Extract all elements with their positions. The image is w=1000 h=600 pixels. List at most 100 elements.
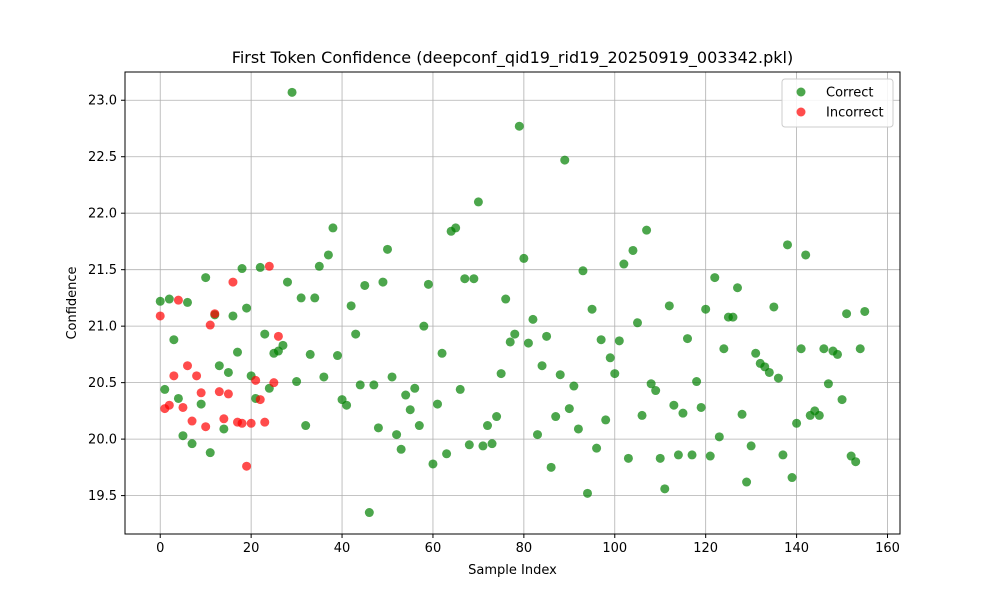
legend-marker-correct [796, 87, 806, 97]
legend-label-correct: Correct [826, 86, 873, 101]
point-correct [401, 390, 411, 400]
x-tick-label: 20 [243, 541, 260, 556]
plot-area-frame [124, 71, 901, 535]
point-incorrect [187, 416, 197, 426]
point-incorrect [255, 395, 265, 405]
point-correct [528, 314, 538, 324]
x-tick-label: 140 [784, 541, 809, 556]
point-incorrect [246, 418, 256, 428]
point-correct [173, 393, 183, 403]
point-incorrect [205, 320, 215, 330]
y-tick-label: 22.5 [88, 150, 117, 165]
point-correct [651, 386, 661, 396]
point-correct [628, 245, 638, 255]
point-correct [383, 244, 392, 254]
point-incorrect [178, 402, 188, 412]
point-correct [664, 301, 674, 311]
point-correct [555, 370, 565, 380]
point-correct [437, 348, 447, 358]
point-correct [292, 377, 302, 387]
point-correct [519, 253, 529, 263]
point-correct [464, 440, 474, 450]
point-correct [546, 462, 556, 472]
point-correct [301, 421, 311, 431]
point-correct [573, 424, 583, 434]
point-correct [387, 372, 397, 382]
point-correct [783, 240, 792, 250]
point-correct [487, 439, 497, 449]
point-correct [642, 225, 652, 235]
point-incorrect [219, 414, 229, 424]
series-correct [155, 87, 870, 518]
point-correct [746, 441, 756, 451]
point-incorrect [228, 277, 238, 287]
point-correct [619, 259, 629, 269]
point-correct [496, 369, 506, 379]
point-correct [205, 448, 215, 458]
point-correct [373, 423, 383, 433]
point-incorrect [201, 422, 211, 432]
point-correct [855, 344, 865, 354]
point-incorrect [173, 295, 183, 305]
point-correct [451, 223, 461, 233]
point-incorrect [164, 400, 174, 410]
point-correct [814, 410, 824, 420]
x-tick-label: 160 [875, 541, 900, 556]
point-correct [742, 477, 752, 487]
point-correct [792, 418, 802, 428]
point-correct [705, 451, 715, 461]
point-incorrect [260, 417, 270, 427]
point-correct [655, 453, 665, 463]
axis-ticks: 0 20 40 60 80 100 120 140 160 19.5 20.0 20.5 21.0 21.… [88, 94, 900, 556]
point-correct [351, 329, 361, 339]
point-correct [837, 395, 847, 405]
point-correct [442, 449, 452, 459]
point-incorrect [269, 378, 279, 388]
point-correct [328, 223, 338, 233]
point-correct [178, 431, 188, 441]
point-correct [637, 410, 647, 420]
point-correct [583, 488, 592, 498]
point-correct [201, 273, 211, 283]
point-correct [842, 309, 852, 319]
point-correct [701, 304, 711, 314]
legend-label-incorrect: Incorrect [826, 106, 884, 121]
point-correct [660, 484, 670, 494]
series-incorrect [155, 261, 283, 471]
point-incorrect [192, 371, 202, 381]
point-incorrect [183, 361, 192, 371]
point-correct [592, 443, 602, 453]
legend-marker-incorrect [796, 107, 806, 117]
point-correct [687, 450, 697, 460]
point-correct [219, 424, 229, 434]
x-tick-label: 40 [334, 541, 351, 556]
point-correct [428, 459, 438, 469]
point-correct [164, 294, 174, 304]
point-correct [237, 264, 247, 274]
point-correct [614, 336, 624, 346]
point-correct [801, 250, 811, 260]
point-correct [633, 318, 642, 328]
point-correct [501, 294, 511, 304]
point-correct [305, 349, 315, 359]
point-correct [310, 293, 320, 303]
point-incorrect [242, 461, 252, 471]
point-correct [737, 409, 747, 419]
point-correct [228, 311, 238, 321]
point-correct [560, 155, 570, 165]
data-points [155, 87, 870, 518]
point-correct [287, 87, 297, 97]
point-correct [710, 273, 720, 283]
point-correct [714, 432, 724, 442]
grid-lines [125, 72, 900, 534]
point-correct [773, 373, 783, 383]
point-correct [673, 450, 683, 460]
point-correct [255, 262, 265, 272]
point-correct [414, 421, 424, 431]
point-correct [778, 450, 788, 460]
point-correct [733, 283, 742, 293]
point-correct [233, 347, 242, 357]
y-tick-label: 21.5 [88, 263, 117, 278]
point-correct [646, 379, 656, 389]
